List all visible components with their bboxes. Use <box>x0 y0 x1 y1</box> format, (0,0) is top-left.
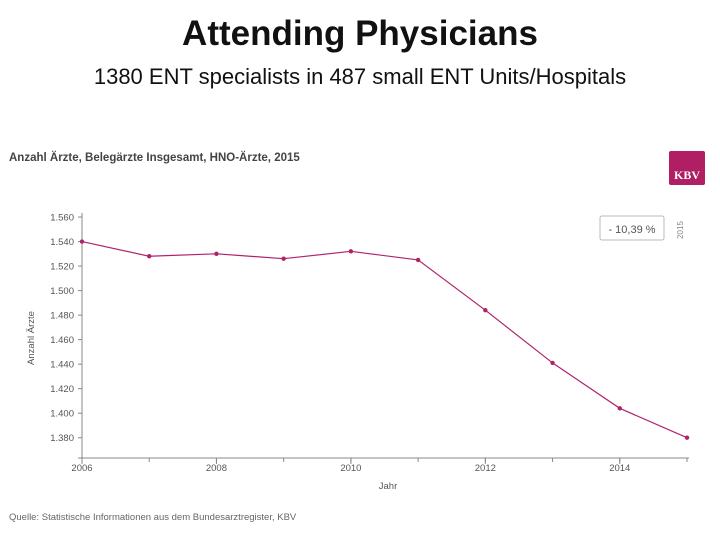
y-tick-label: 1.420 <box>50 384 74 395</box>
slide-subtitle: 1380 ENT specialists in 487 small ENT Un… <box>93 64 627 89</box>
annotation-box <box>599 215 665 241</box>
data-point <box>214 251 219 256</box>
side-year-label: 2015 <box>676 221 685 239</box>
y-tick-label: 1.440 <box>50 360 74 371</box>
data-point <box>415 257 421 263</box>
y-tick-label: 1.500 <box>50 286 74 297</box>
x-tick-label: 2014 <box>609 463 630 474</box>
data-point <box>79 239 85 244</box>
data-point <box>483 308 488 313</box>
slide-title: Attending Physicians <box>182 14 538 53</box>
x-tick-label: 2008 <box>206 463 227 474</box>
source-note: Quelle: Statistische Informationen aus d… <box>9 512 297 523</box>
chart-heading: Anzahl Ärzte, Belegärzte Insgesamt, HNO-… <box>9 152 300 164</box>
y-tick-label: 1.560 <box>50 213 74 224</box>
data-point <box>147 254 152 259</box>
data-point <box>684 435 690 440</box>
x-tick-label: 2012 <box>475 463 496 474</box>
change-annotation: - 10,39 % <box>599 215 665 241</box>
x-tick-label: 2010 <box>340 463 361 474</box>
x-axis: 2006 2008 2010 2012 2014 <box>71 457 689 474</box>
data-point <box>550 360 555 366</box>
y-axis: 1.380 1.400 1.420 1.440 1.460 1.480 1.500 1.520… <box>50 213 83 458</box>
data-point <box>348 249 354 254</box>
data-point <box>281 256 286 261</box>
line-chart: 1.380 1.400 1.420 1.440 1.460 1.480 1.500 1.520… <box>26 213 690 492</box>
x-tick-label: 2006 <box>71 463 92 474</box>
y-axis-label: Anzahl Ärzte <box>26 311 37 365</box>
y-tick-label: 1.480 <box>50 311 74 322</box>
y-tick-label: 1.540 <box>50 237 74 248</box>
series-line <box>81 240 688 439</box>
y-tick-label: 1.400 <box>50 409 74 420</box>
series-hno-aerzte <box>79 239 690 440</box>
x-axis-label: Jahr <box>379 481 397 492</box>
data-point <box>617 406 622 411</box>
annotation-text: - 10,39 % <box>608 224 655 236</box>
y-tick-label: 1.460 <box>50 335 74 346</box>
y-tick-label: 1.520 <box>50 262 74 273</box>
kbv-logo: KBV <box>669 151 705 185</box>
y-tick-label: 1.380 <box>50 433 74 444</box>
